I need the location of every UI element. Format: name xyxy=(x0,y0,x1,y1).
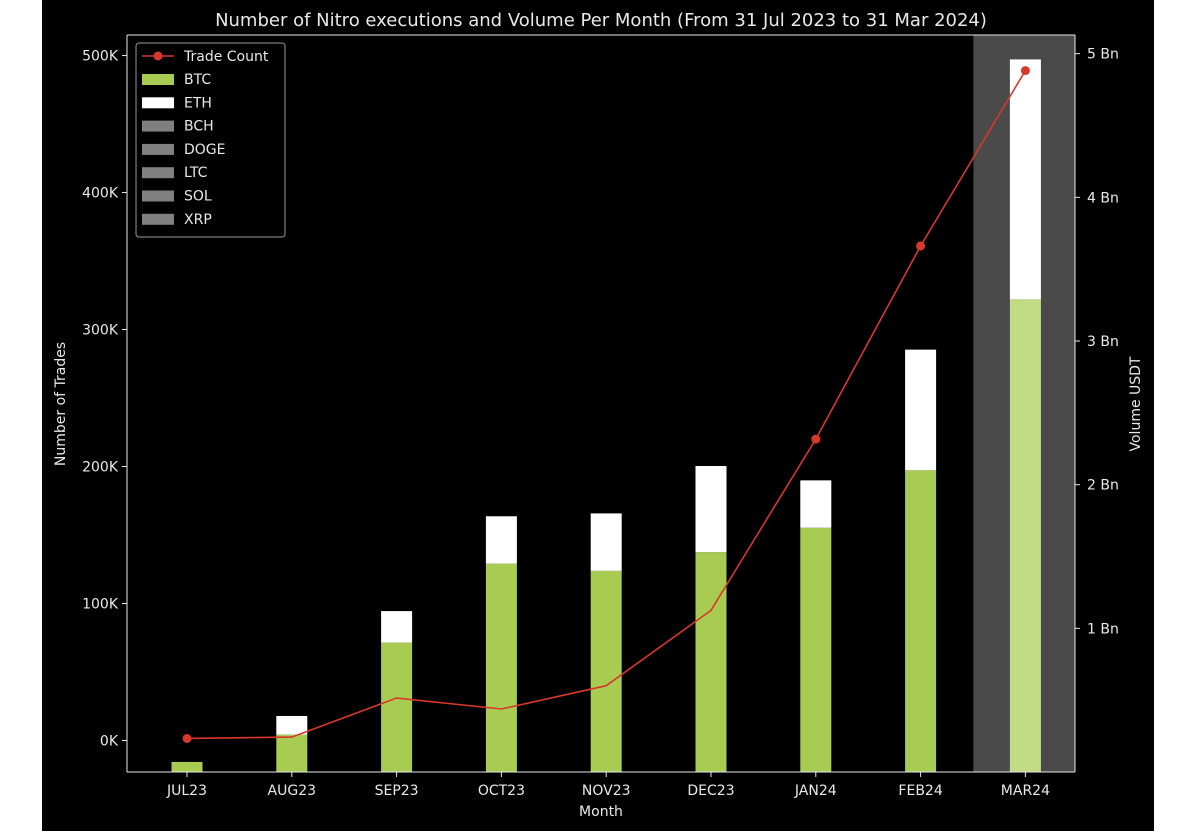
left-tick-label: 500K xyxy=(82,49,119,65)
right-tick-label: 3 Bn xyxy=(1087,334,1119,350)
left-tick-label: 400K xyxy=(82,186,119,202)
legend-swatch-ltc xyxy=(142,167,174,179)
bar-btc-dec23 xyxy=(695,552,727,772)
trade-count-point-feb24 xyxy=(916,241,926,251)
legend-swatch-sol xyxy=(142,190,174,202)
x-tick-label: OCT23 xyxy=(478,783,525,799)
chart-title: Number of Nitro executions and Volume Pe… xyxy=(215,10,987,31)
bar-eth-nov23 xyxy=(590,513,622,571)
legend-swatch-doge xyxy=(142,143,174,155)
legend-label-xrp: XRP xyxy=(184,212,212,228)
bar-btc-jul23 xyxy=(171,761,203,772)
legend-swatch-btc xyxy=(142,74,174,85)
trade-count-point-jul23 xyxy=(182,733,192,743)
legend-label-doge: DOGE xyxy=(184,142,226,158)
bar-btc-jan24 xyxy=(800,527,832,772)
bar-eth-aug23 xyxy=(276,715,308,735)
x-tick-label: JUL23 xyxy=(166,783,207,799)
legend-trade-count-label: Trade Count xyxy=(183,49,269,65)
left-tick-label: 200K xyxy=(82,460,119,476)
right-tick-label: 1 Bn xyxy=(1087,621,1119,637)
x-tick-label: FEB24 xyxy=(898,783,942,799)
left-tick-label: 100K xyxy=(82,597,119,613)
right-tick-label: 2 Bn xyxy=(1087,478,1119,494)
x-tick-label: DEC23 xyxy=(687,783,734,799)
bar-eth-dec23 xyxy=(695,465,727,553)
legend-label-sol: SOL xyxy=(184,189,212,205)
bar-btc-sep23 xyxy=(381,642,413,772)
bar-btc-nov23 xyxy=(590,570,622,772)
bar-btc-oct23 xyxy=(485,563,517,772)
x-tick-label: NOV23 xyxy=(582,783,631,799)
x-tick-label: AUG23 xyxy=(268,783,317,799)
x-tick-label: MAR24 xyxy=(1001,783,1050,799)
legend-label-btc: BTC xyxy=(184,72,211,88)
bar-eth-feb24 xyxy=(905,349,937,471)
bar-btc-mar24 xyxy=(1009,299,1041,772)
left-tick-label: 0K xyxy=(100,733,119,749)
legend-label-eth: ETH xyxy=(184,95,212,111)
legend-box xyxy=(135,42,286,238)
legend-label-bch: BCH xyxy=(184,119,214,135)
x-tick-label: JAN24 xyxy=(794,783,837,799)
x-axis-label: Month xyxy=(579,804,623,820)
trade-count-point-mar24 xyxy=(1020,66,1030,76)
right-tick-label: 4 Bn xyxy=(1087,190,1119,206)
trade-count-point-jan24 xyxy=(811,434,821,444)
left-tick-label: 300K xyxy=(82,323,119,339)
bar-btc-feb24 xyxy=(905,470,937,772)
bar-eth-oct23 xyxy=(485,516,517,564)
bar-eth-sep23 xyxy=(381,611,413,643)
legend-label-ltc: LTC xyxy=(184,165,208,181)
bar-eth-jan24 xyxy=(800,480,832,528)
legend-swatch-bch xyxy=(142,120,174,132)
legend-trade-count-marker xyxy=(153,51,163,61)
right-tick-label: 5 Bn xyxy=(1087,47,1119,63)
trade-count-line xyxy=(186,70,1027,740)
bar-eth-mar24 xyxy=(1009,59,1041,300)
legend-swatch-eth xyxy=(142,97,174,109)
left-axis-label: Number of Trades xyxy=(53,342,69,466)
legend-swatch-xrp xyxy=(142,213,174,225)
bar-btc-aug23 xyxy=(276,734,308,772)
right-axis-label: Volume USDT xyxy=(1128,356,1144,451)
x-tick-label: SEP23 xyxy=(375,783,419,799)
